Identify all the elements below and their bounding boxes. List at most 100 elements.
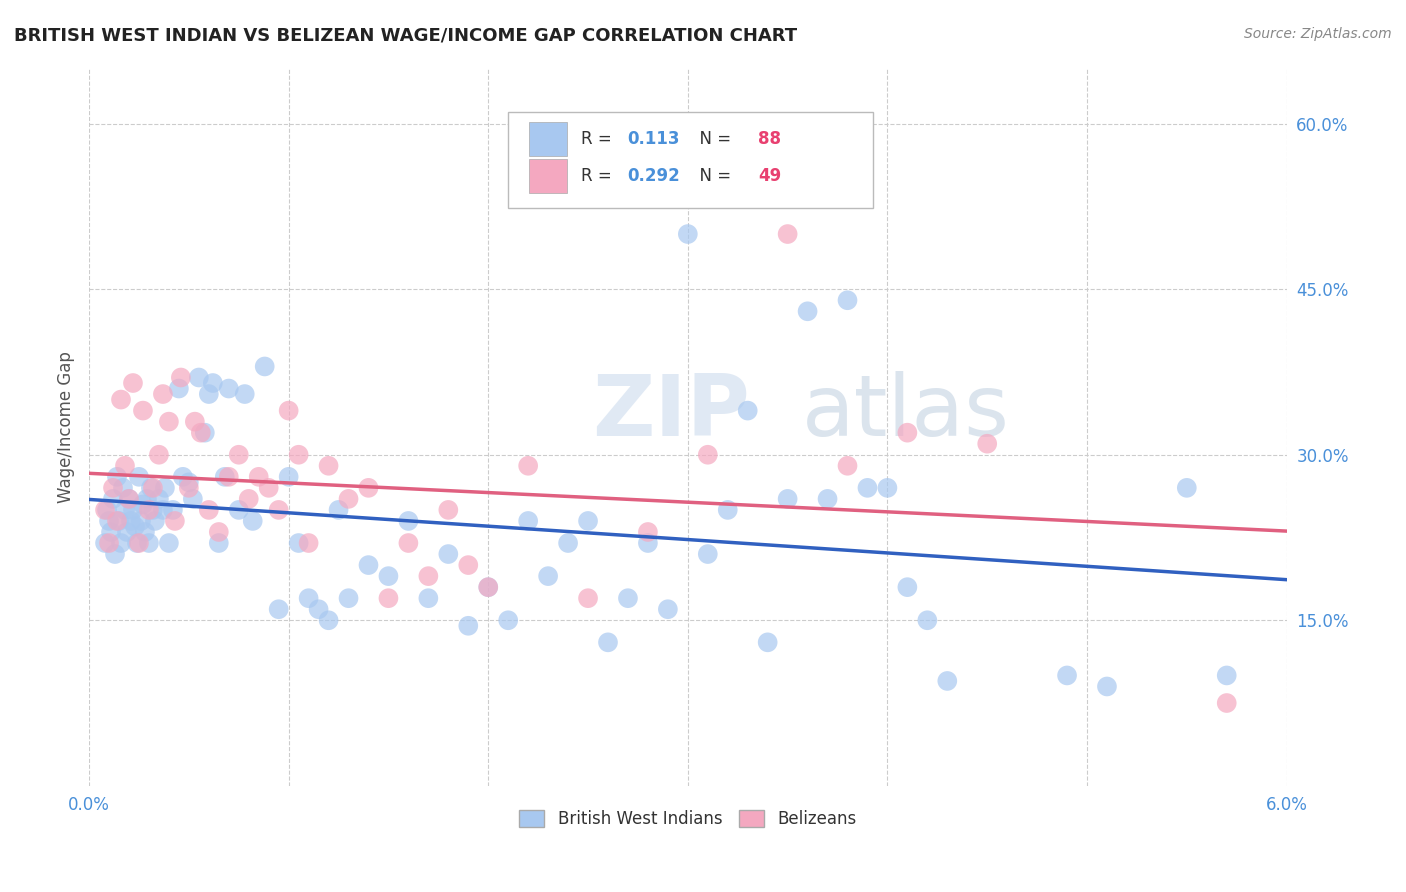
Text: BRITISH WEST INDIAN VS BELIZEAN WAGE/INCOME GAP CORRELATION CHART: BRITISH WEST INDIAN VS BELIZEAN WAGE/INC… (14, 27, 797, 45)
Text: 49: 49 (758, 167, 782, 186)
Text: 0.113: 0.113 (627, 130, 679, 148)
Point (396, 536, 419, 550)
Point (136, 491, 159, 506)
Point (576, 591, 599, 606)
Point (253, 359, 276, 374)
Point (976, 436, 998, 450)
Point (776, 227, 799, 241)
Point (437, 547, 460, 561)
Point (98, 536, 121, 550)
Point (1095, 680, 1118, 694)
Point (496, 613, 519, 627)
Point (153, 481, 176, 495)
Point (162, 503, 184, 517)
Point (163, 514, 186, 528)
Point (896, 425, 918, 440)
Point (637, 536, 659, 550)
Point (517, 514, 540, 528)
Point (657, 602, 679, 616)
Point (856, 481, 879, 495)
Point (167, 382, 190, 396)
Point (328, 503, 350, 517)
Point (396, 514, 419, 528)
Point (114, 503, 136, 517)
Point (837, 293, 859, 308)
Point (157, 415, 180, 429)
Point (1215, 696, 1237, 710)
Point (177, 481, 200, 495)
Point (143, 514, 166, 528)
Point (596, 635, 619, 649)
Point (132, 497, 155, 511)
Point (190, 425, 212, 440)
Point (208, 536, 231, 550)
Point (233, 387, 256, 401)
Point (184, 415, 207, 429)
Point (100, 524, 122, 539)
Point (1056, 668, 1078, 682)
Point (125, 536, 148, 550)
Point (1175, 481, 1198, 495)
Point (696, 448, 718, 462)
Point (796, 304, 818, 318)
Point (152, 387, 174, 401)
Point (896, 580, 918, 594)
Point (218, 382, 240, 396)
Text: Source: ZipAtlas.com: Source: ZipAtlas.com (1244, 27, 1392, 41)
Point (128, 536, 150, 550)
Point (297, 591, 319, 606)
Point (132, 403, 155, 417)
Point (201, 376, 224, 390)
Point (172, 470, 194, 484)
Point (357, 481, 380, 495)
Point (94, 503, 117, 517)
Point (267, 602, 290, 616)
Point (418, 591, 440, 606)
Point (120, 514, 142, 528)
Point (177, 475, 200, 490)
Point (111, 481, 134, 495)
Point (557, 536, 579, 550)
Point (318, 613, 340, 627)
Point (129, 514, 152, 528)
Point (134, 524, 156, 539)
Point (917, 613, 939, 627)
Point (108, 514, 131, 528)
Point (676, 227, 699, 241)
Point (776, 491, 799, 506)
Point (128, 470, 150, 484)
Point (318, 458, 340, 473)
Point (242, 514, 264, 528)
Text: R =: R = (581, 167, 617, 186)
Point (756, 635, 779, 649)
Point (148, 491, 170, 506)
Text: atlas: atlas (801, 371, 1010, 454)
FancyBboxPatch shape (508, 112, 873, 209)
Y-axis label: Wage/Income Gap: Wage/Income Gap (58, 351, 75, 503)
Point (198, 387, 221, 401)
Point (98, 514, 121, 528)
Point (247, 470, 270, 484)
Point (477, 580, 499, 594)
Point (101, 491, 124, 506)
Point (115, 524, 138, 539)
Point (138, 536, 160, 550)
Text: N =: N = (689, 167, 737, 186)
Point (517, 458, 540, 473)
Point (936, 673, 959, 688)
Point (457, 558, 479, 573)
Point (238, 491, 260, 506)
Point (418, 569, 440, 583)
Point (114, 458, 136, 473)
Legend: British West Indians, Belizeans: British West Indians, Belizeans (513, 804, 863, 835)
Point (187, 370, 209, 384)
Point (138, 503, 160, 517)
Point (837, 458, 859, 473)
Point (287, 536, 309, 550)
Point (337, 591, 360, 606)
Point (157, 536, 180, 550)
Point (142, 503, 165, 517)
Point (287, 448, 309, 462)
Point (267, 503, 290, 517)
Point (105, 470, 128, 484)
